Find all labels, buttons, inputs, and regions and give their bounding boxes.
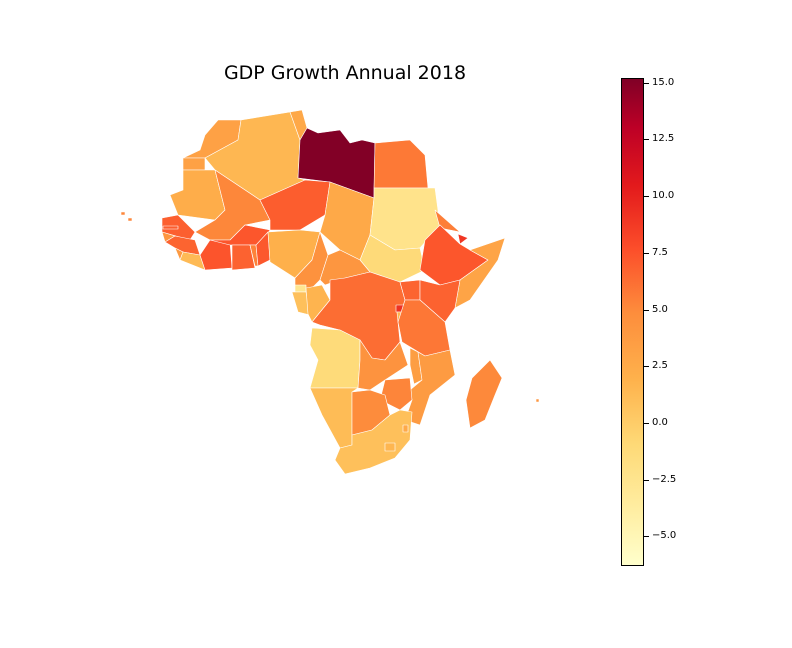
colorbar-tick	[644, 366, 649, 368]
colorbar-tick-label: 0.0	[652, 417, 668, 428]
colorbar-tick	[644, 139, 649, 141]
region-south-africa	[334, 409, 413, 475]
colorbar-tick	[644, 196, 649, 198]
region-lesotho	[384, 442, 396, 452]
region-western-sahara	[182, 157, 206, 171]
colorbar-tick-label: 12.5	[652, 133, 675, 145]
region-egypt	[373, 139, 429, 189]
region-malawi	[409, 347, 423, 385]
colorbar-tick	[644, 309, 649, 311]
region-zambia	[357, 339, 409, 391]
colorbar-tick-label: −2.5	[652, 473, 677, 485]
region-equatorial-guinea	[294, 284, 307, 293]
region-central-african-republic	[319, 249, 371, 286]
region-djibouti	[457, 233, 469, 245]
region-burkina-faso	[209, 224, 271, 246]
region-cote-divoire	[199, 239, 233, 271]
region-cameroon	[294, 231, 329, 291]
region-senegal	[161, 214, 196, 241]
region-somalia	[454, 237, 506, 309]
region-madagascar	[465, 359, 503, 429]
colorbar-tick-label: −5.0	[652, 530, 677, 542]
colorbar-tick-label: 10.0	[652, 190, 675, 202]
colorbar-tick-label: 7.5	[652, 246, 668, 258]
colorbar-tick	[644, 479, 649, 481]
colorbar-tick	[644, 423, 649, 424]
region-eswatini	[402, 424, 409, 433]
region-angola	[309, 327, 361, 389]
colorbar-tick	[644, 252, 649, 254]
colorbar	[621, 78, 644, 566]
colorbar-tick	[644, 536, 649, 538]
region-mauritius	[535, 398, 540, 403]
map-title: GDP Growth Annual 2018	[223, 62, 467, 84]
region-gambia	[162, 225, 179, 230]
colorbar-tick-label: 2.5	[652, 360, 668, 372]
region-niger	[259, 179, 331, 231]
colorbar-tick	[644, 82, 649, 84]
region-namibia	[309, 387, 359, 449]
region-ghana	[231, 244, 256, 271]
colorbar-tick-label: 5.0	[652, 303, 668, 315]
region-cape-verde	[120, 211, 133, 222]
region-libya	[297, 127, 376, 199]
colorbar-tick-label: 15.0	[652, 76, 675, 88]
region-mozambique	[404, 349, 456, 426]
